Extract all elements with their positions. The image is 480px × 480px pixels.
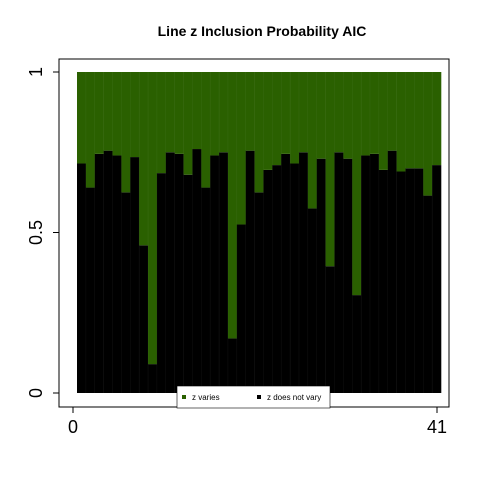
bar-z-varies bbox=[325, 72, 335, 267]
bar-z-does-not-vary bbox=[112, 155, 122, 393]
bar-z-does-not-vary bbox=[307, 208, 318, 393]
bar-z-varies bbox=[290, 72, 300, 164]
bar-z-varies bbox=[432, 72, 442, 166]
bar-z-varies bbox=[343, 72, 353, 159]
bar-z-varies bbox=[121, 72, 131, 193]
bar-z-varies bbox=[130, 72, 140, 158]
bar-z-does-not-vary bbox=[210, 155, 220, 393]
bar-z-does-not-vary bbox=[77, 163, 87, 393]
legend-swatch-z-varies bbox=[182, 395, 186, 399]
y-tick-label: 0.5 bbox=[26, 220, 46, 245]
bar-z-varies bbox=[148, 72, 158, 365]
bar-z-varies bbox=[156, 72, 167, 174]
bar-z-varies bbox=[192, 72, 202, 150]
bars-layer bbox=[77, 72, 442, 393]
bar-z-does-not-vary bbox=[405, 168, 415, 393]
bar-z-does-not-vary bbox=[263, 169, 273, 393]
bar-z-does-not-vary bbox=[423, 195, 433, 393]
bar-z-does-not-vary bbox=[352, 295, 362, 393]
bar-z-varies bbox=[85, 72, 96, 188]
bar-z-varies bbox=[139, 72, 149, 246]
bar-z-does-not-vary bbox=[139, 245, 149, 393]
bar-z-varies bbox=[316, 72, 326, 159]
chart-title: Line z Inclusion Probability AIC bbox=[158, 23, 367, 39]
bar-z-varies bbox=[94, 72, 104, 154]
bar-z-varies bbox=[227, 72, 238, 339]
bar-z-varies bbox=[103, 72, 113, 151]
bar-z-varies bbox=[307, 72, 318, 209]
bar-z-varies bbox=[405, 72, 415, 169]
bar-z-varies bbox=[414, 72, 424, 169]
bar-z-varies bbox=[369, 72, 380, 154]
legend-box bbox=[176, 385, 331, 409]
bar-z-does-not-vary bbox=[201, 187, 211, 393]
bar-z-does-not-vary bbox=[183, 174, 193, 393]
bar-z-varies bbox=[245, 72, 255, 151]
bar-z-varies bbox=[210, 72, 220, 156]
bar-z-does-not-vary bbox=[290, 163, 300, 393]
legend-label-z-varies: z varies bbox=[192, 393, 220, 402]
bar-z-does-not-vary bbox=[316, 158, 326, 393]
bar-z-does-not-vary bbox=[432, 165, 442, 393]
bar-z-does-not-vary bbox=[334, 152, 344, 393]
bar-z-does-not-vary bbox=[343, 158, 353, 393]
bar-z-varies bbox=[77, 72, 87, 164]
bar-z-does-not-vary bbox=[227, 338, 238, 393]
bar-z-varies bbox=[396, 72, 406, 172]
bar-z-does-not-vary bbox=[85, 187, 96, 393]
bar-z-varies bbox=[298, 72, 309, 153]
bar-z-does-not-vary bbox=[325, 266, 335, 393]
y-tick-label: 1 bbox=[26, 67, 46, 77]
legend-label-z-does-not-vary: z does not vary bbox=[267, 393, 321, 402]
bar-z-does-not-vary bbox=[174, 153, 184, 393]
bar-z-does-not-vary bbox=[272, 165, 282, 393]
legend: z varies z does not vary bbox=[176, 385, 331, 409]
bar-z-does-not-vary bbox=[165, 152, 175, 393]
bar-z-does-not-vary bbox=[254, 192, 264, 393]
bar-z-does-not-vary bbox=[369, 153, 380, 393]
bar-z-varies bbox=[378, 72, 389, 170]
bar-z-does-not-vary bbox=[156, 173, 167, 393]
bar-z-varies bbox=[387, 72, 397, 151]
legend-swatch-z-does-not-vary bbox=[257, 395, 261, 399]
bar-z-does-not-vary bbox=[245, 150, 255, 393]
bar-z-does-not-vary bbox=[103, 150, 113, 393]
axes-layer: 0 0.5 1 0 41 bbox=[26, 67, 447, 437]
bar-z-does-not-vary bbox=[148, 364, 158, 393]
bar-z-does-not-vary bbox=[236, 224, 246, 393]
bar-z-does-not-vary bbox=[192, 149, 202, 393]
x-tick-label: 0 bbox=[68, 417, 78, 437]
bar-z-varies bbox=[201, 72, 211, 188]
bar-z-varies bbox=[236, 72, 246, 225]
bar-z-does-not-vary bbox=[130, 157, 140, 393]
bar-z-does-not-vary bbox=[94, 153, 104, 393]
bar-z-varies bbox=[165, 72, 175, 153]
bar-z-varies bbox=[352, 72, 362, 296]
bar-z-varies bbox=[272, 72, 282, 166]
bar-z-does-not-vary bbox=[298, 152, 309, 393]
bar-z-varies bbox=[334, 72, 344, 153]
bar-z-varies bbox=[219, 72, 229, 153]
bar-z-varies bbox=[423, 72, 433, 196]
bar-z-does-not-vary bbox=[219, 152, 229, 393]
bar-z-does-not-vary bbox=[281, 153, 291, 393]
bar-z-varies bbox=[112, 72, 122, 156]
bar-z-varies bbox=[361, 72, 371, 156]
y-tick-label: 0 bbox=[26, 388, 46, 398]
bar-z-varies bbox=[281, 72, 291, 154]
bar-z-does-not-vary bbox=[361, 155, 371, 393]
x-tick-label: 41 bbox=[427, 417, 447, 437]
bar-z-varies bbox=[183, 72, 193, 175]
bar-z-does-not-vary bbox=[414, 168, 424, 393]
bar-z-varies bbox=[174, 72, 184, 154]
bar-z-does-not-vary bbox=[378, 169, 389, 393]
bar-z-does-not-vary bbox=[396, 171, 406, 393]
bar-z-varies bbox=[254, 72, 264, 193]
bar-z-does-not-vary bbox=[387, 150, 397, 393]
bar-z-does-not-vary bbox=[121, 192, 131, 393]
bar-z-varies bbox=[263, 72, 273, 170]
